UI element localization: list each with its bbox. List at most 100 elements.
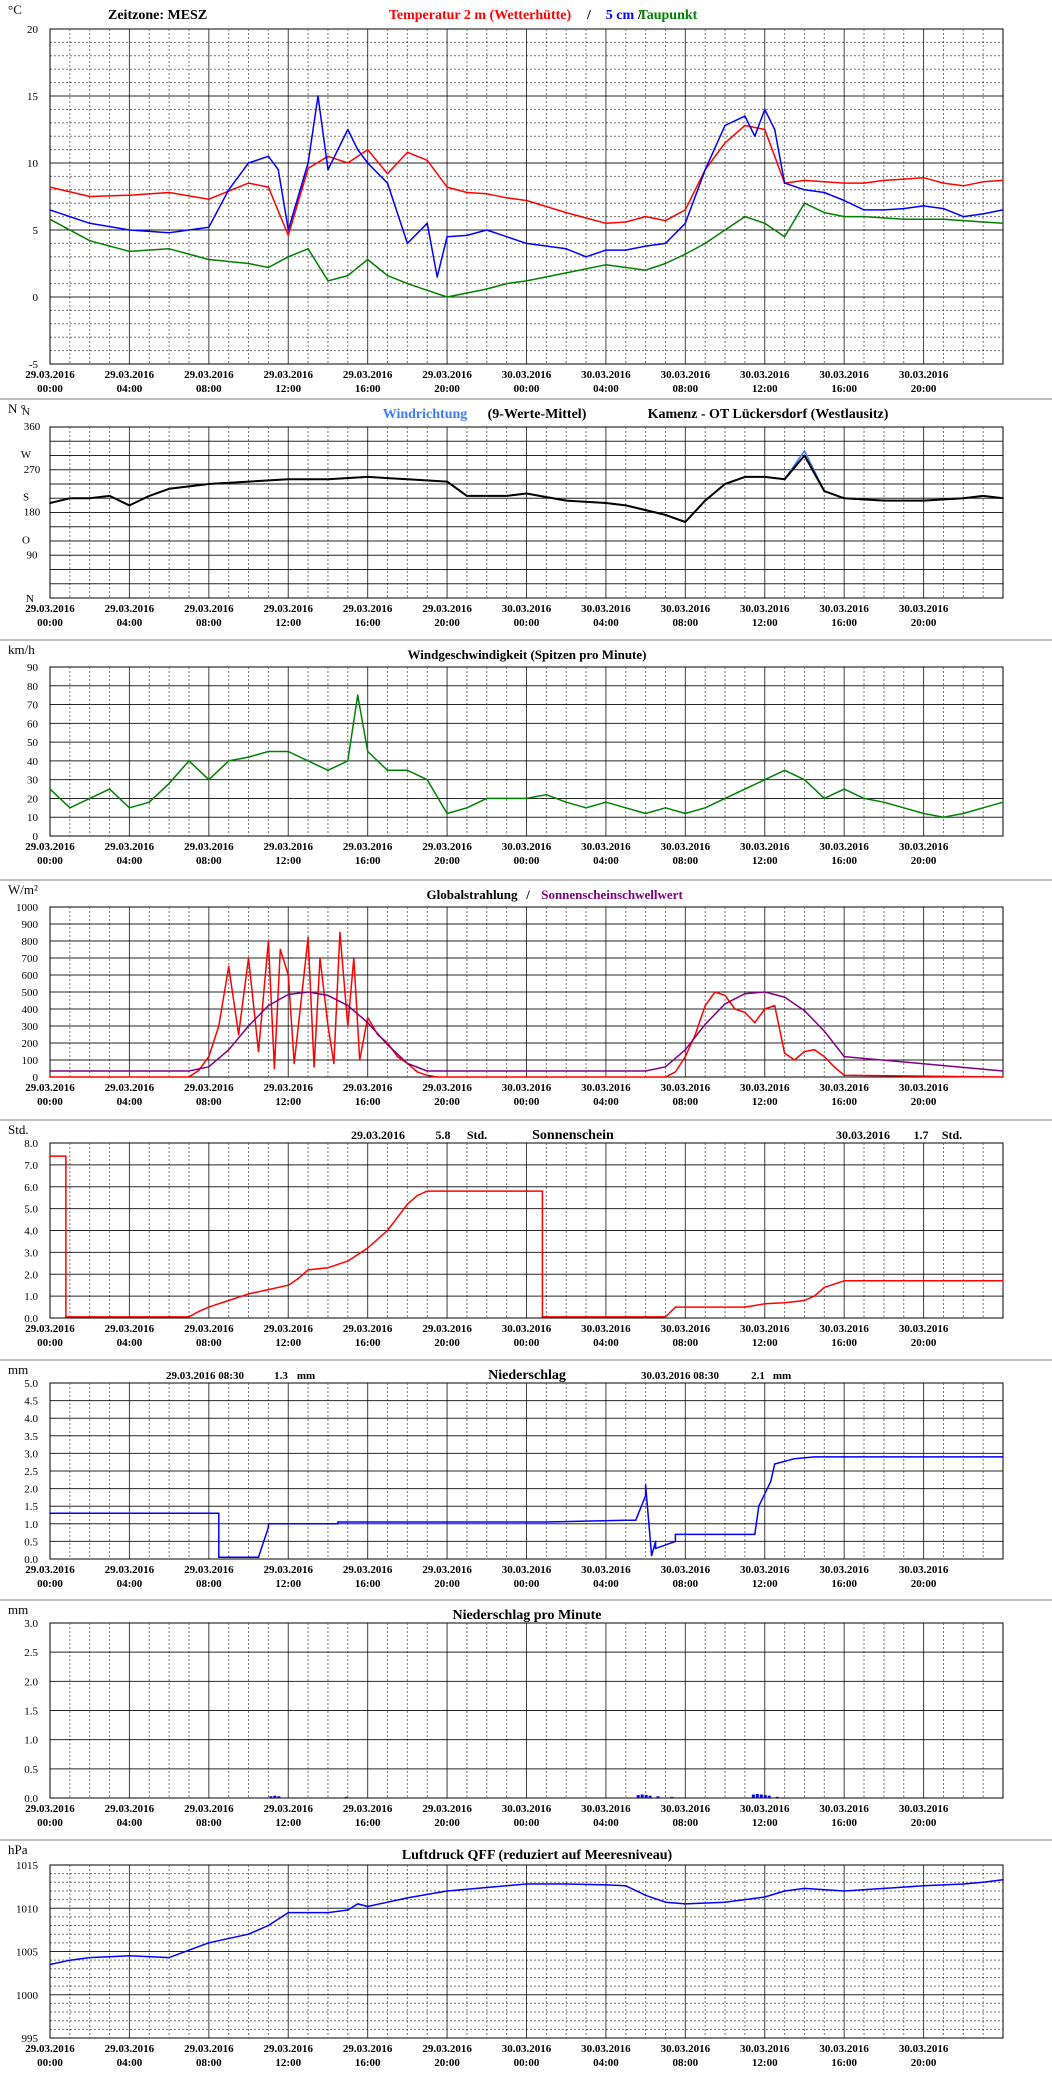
data-point — [763, 476, 766, 478]
data-point — [327, 994, 329, 997]
x-tick-time: 16:00 — [355, 2057, 381, 2069]
data-point — [724, 124, 726, 127]
x-tick-date: 30.03.2016 — [899, 369, 949, 381]
x-tick-date: 29.03.2016 — [264, 841, 314, 853]
data-point — [644, 509, 647, 511]
x-tick-date: 30.03.2016 — [819, 1323, 869, 1335]
data-point — [883, 499, 885, 502]
data-point — [823, 1055, 826, 1058]
x-tick-date: 30.03.2016 — [661, 603, 711, 615]
chart-header-text: 2.1 — [751, 1370, 765, 1382]
data-point — [664, 1066, 667, 1068]
series-line-temp-0 — [49, 124, 1004, 237]
chart-header-text: Niederschlag — [488, 1368, 566, 1383]
x-tick-time: 16:00 — [831, 855, 857, 867]
data-point — [763, 1302, 766, 1305]
data-point — [208, 1066, 210, 1068]
chart-header-text: 29.03.2016 08:30 — [166, 1370, 244, 1382]
precip-bar — [648, 1795, 652, 1798]
x-tick-time: 04:00 — [117, 383, 143, 395]
data-point — [773, 1004, 776, 1007]
data-point — [339, 931, 341, 934]
data-point — [803, 449, 806, 452]
x-tick-date: 29.03.2016 — [184, 1803, 234, 1815]
chart-header-text: Temperatur 2 m (Wetterhütte) — [389, 8, 572, 23]
data-point — [356, 694, 359, 696]
x-tick-date: 29.03.2016 — [105, 1323, 155, 1335]
data-point — [273, 1067, 276, 1070]
x-tick-time: 20:00 — [911, 383, 937, 395]
data-point — [436, 276, 438, 278]
series-line-wind_speed-0 — [49, 694, 1004, 818]
data-point — [1002, 209, 1004, 211]
chart-header-text: / — [637, 8, 643, 23]
y-tick-label: 100 — [22, 1055, 39, 1067]
data-point — [650, 1554, 653, 1557]
x-tick-time: 16:00 — [831, 1578, 857, 1590]
data-point — [744, 788, 746, 790]
data-point — [684, 521, 687, 523]
y-tick-label: 4.0 — [24, 1413, 38, 1425]
x-tick-date: 30.03.2016 — [502, 1082, 552, 1094]
data-point — [525, 280, 528, 282]
y-tick-label: N — [22, 406, 30, 418]
x-tick-time: 12:00 — [275, 855, 301, 867]
data-point — [684, 1306, 687, 1308]
data-point — [227, 1049, 230, 1051]
data-point — [624, 221, 627, 223]
data-point — [724, 994, 726, 997]
y-tick-label: 3.5 — [24, 1431, 38, 1443]
x-tick-time: 20:00 — [911, 1096, 937, 1108]
data-point — [565, 1883, 568, 1885]
x-tick-date: 29.03.2016 — [422, 369, 472, 381]
x-tick-time: 12:00 — [275, 1817, 301, 1829]
data-point — [466, 234, 468, 237]
data-point — [168, 487, 170, 490]
chart-header-text: Sonnenscheinschwellwert — [541, 887, 683, 902]
data-point — [485, 1886, 488, 1889]
data-point — [386, 1229, 389, 1232]
data-point — [69, 1959, 71, 1961]
x-tick-date: 30.03.2016 — [740, 1564, 790, 1576]
chart-header-text: 1.7 — [914, 1128, 929, 1142]
chart-panel-temp: -5 0 5 10 15 20 °C Zeitzone: MESZ Temperatur 2 m… — [8, 2, 1004, 395]
data-point — [446, 480, 448, 483]
data-point — [624, 266, 627, 269]
y-tick-label: 0 — [33, 831, 39, 843]
data-point — [49, 1155, 51, 1157]
data-point — [962, 497, 965, 500]
data-point — [962, 812, 965, 815]
data-point — [287, 1911, 290, 1914]
y-tick-label: 2.0 — [24, 1484, 38, 1496]
data-point — [1002, 1076, 1004, 1078]
y-tick-label: 20 — [27, 24, 39, 36]
x-tick-date: 30.03.2016 — [502, 841, 552, 853]
y-tick-label: 0.0 — [24, 1793, 38, 1805]
x-tick-date: 30.03.2016 — [661, 1803, 711, 1815]
data-point — [664, 514, 667, 516]
x-tick-date: 29.03.2016 — [343, 1564, 393, 1576]
data-point — [485, 797, 488, 800]
y-tick-label: 40 — [27, 756, 39, 768]
data-point — [634, 1519, 637, 1522]
data-point — [317, 95, 319, 97]
data-point — [823, 797, 826, 800]
y-tick-label: 200 — [22, 1038, 39, 1050]
data-point — [783, 1301, 786, 1304]
data-point — [525, 242, 528, 245]
x-tick-time: 00:00 — [514, 1096, 540, 1108]
data-point — [754, 135, 756, 137]
data-point — [247, 480, 250, 483]
x-tick-time: 00:00 — [514, 1817, 540, 1829]
data-point — [803, 179, 806, 182]
data-point — [1002, 1070, 1004, 1072]
x-tick-time: 20:00 — [911, 2057, 937, 2069]
y-tick-label: 3.0 — [24, 1618, 38, 1630]
data-point — [624, 1519, 627, 1522]
data-point — [366, 1016, 369, 1019]
y-tick-label: 5.0 — [24, 1378, 38, 1390]
y-tick-label: 1.5 — [24, 1706, 38, 1718]
data-point — [664, 219, 667, 222]
data-point — [704, 1023, 706, 1026]
x-tick-time: 08:00 — [672, 1337, 698, 1349]
